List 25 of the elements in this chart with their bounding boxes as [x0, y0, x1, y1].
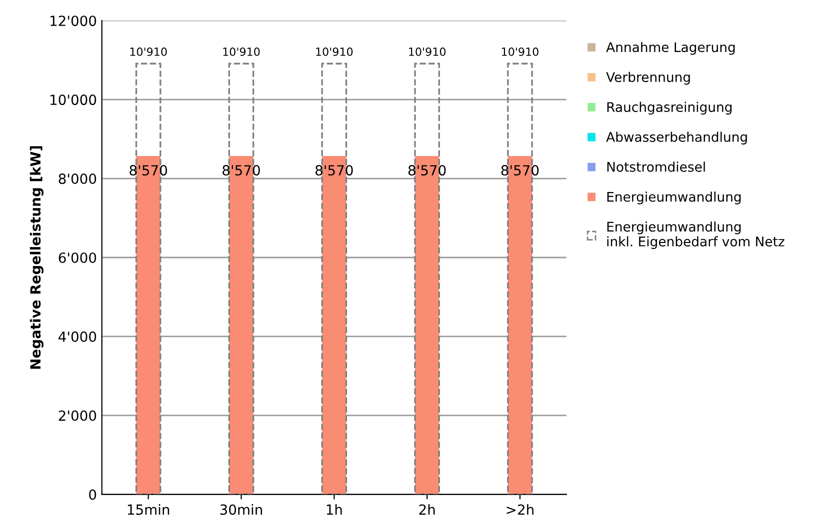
data-label: 10'910: [130, 48, 167, 56]
data-label: 10'910: [409, 48, 446, 56]
y-axis-title: Negative Regelleistung [kW]: [30, 146, 44, 369]
x-tick-label: >2h: [506, 504, 534, 515]
y-tick-label: 8'000: [58, 174, 96, 184]
y-tick-label: 12'000: [50, 16, 96, 26]
data-label: 10'910: [502, 48, 538, 56]
x-tick-label: 30min: [220, 504, 262, 515]
legend-label: Energieumwandlung: [607, 192, 741, 204]
legend-label: Energieumwandlung inkl. Eigenbedarf vom Netz: [607, 221, 784, 250]
y-tick-label: 6'000: [58, 252, 96, 263]
data-label: 10'910: [223, 48, 260, 56]
legend-label: Abwasserbehandlung: [606, 132, 747, 144]
legend-label: Rauchgasreinigung: [607, 102, 732, 115]
x-tick-label: 15min: [128, 504, 170, 515]
y-tick-label: 10'000: [50, 94, 96, 106]
y-tick-label: 2'000: [58, 410, 96, 421]
y-tick-label: 4'000: [58, 331, 96, 342]
x-tick-label: 2h: [419, 504, 435, 515]
data-label: 10'910: [316, 48, 353, 56]
legend-label: Annahme Lagerung: [606, 42, 735, 55]
legend-label: Verbrennung: [606, 72, 690, 85]
x-tick-label: 1h: [326, 504, 342, 515]
y-tick-label: 0: [89, 489, 96, 500]
legend-label: Notstromdiesel: [607, 162, 705, 172]
